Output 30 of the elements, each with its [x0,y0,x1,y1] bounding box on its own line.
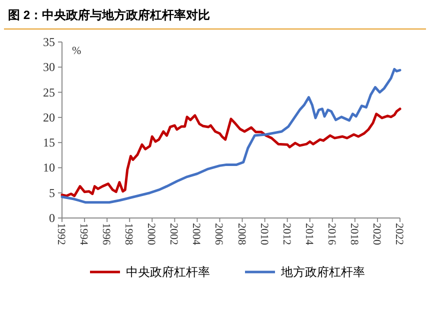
x-tick-label: 2014 [302,223,315,246]
x-tick-label: 2008 [235,223,248,246]
x-tick-label: 1994 [78,223,90,246]
y-tick-label: 30 [43,60,55,74]
line-series [60,108,402,198]
x-tick-label: 1998 [122,223,135,246]
y-tick-label: 5 [49,186,55,200]
x-tick-label: 2006 [212,223,225,246]
x-tick-label: 2022 [393,223,405,245]
y-tick-label: 0 [49,211,55,225]
y-tick-label: 10 [43,160,55,175]
x-tick-label: 2000 [145,223,158,246]
x-tick-label: 2002 [168,223,180,245]
y-tick-label: 25 [43,85,55,100]
x-tick-label: 2012 [280,223,292,245]
x-tick-label: 2018 [348,223,360,246]
y-axis-title: % [72,45,82,57]
x-tick-label: 2020 [370,223,382,246]
y-tick-label: 20 [43,110,55,124]
x-tick-label: 2016 [325,223,338,246]
x-tick-label: 1992 [55,223,67,245]
x-tick-label: 2004 [190,223,202,246]
legend-label: 地方政府杠杆率 [280,265,365,279]
chart-title: 图 2：中央政府与地方政府杠杆率对比 [8,8,210,22]
x-tick-label: 2010 [258,223,270,246]
y-tick-label: 15 [43,136,55,150]
x-tick-label: 1996 [100,223,112,246]
legend-label: 中央政府杠杆率 [126,265,210,279]
line-series [60,68,402,204]
y-tick-label: 35 [43,35,55,49]
